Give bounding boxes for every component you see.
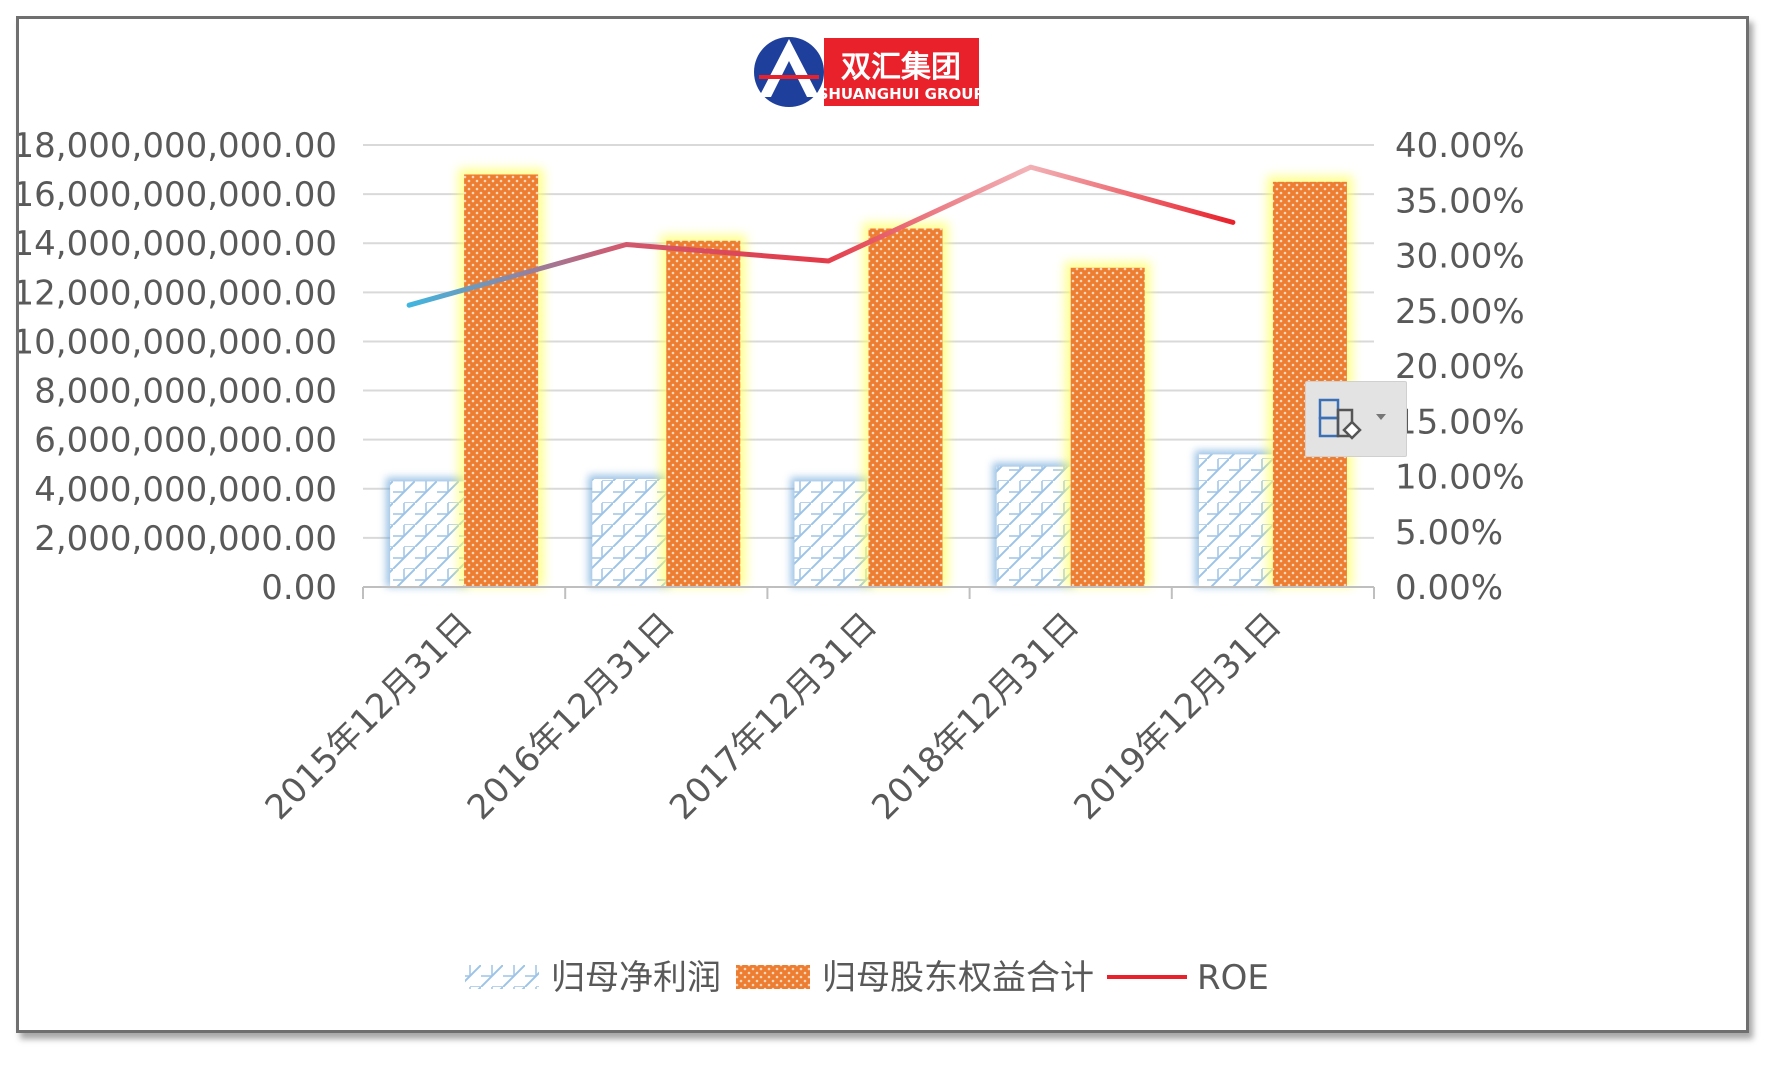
right-axis-tick-label: 0.00% xyxy=(1395,568,1503,608)
roe-line-series xyxy=(406,164,1236,308)
chevron-down-icon xyxy=(1376,414,1386,420)
right-axis-tick-label: 25.00% xyxy=(1395,292,1525,332)
right-axis-tick-label: 10.00% xyxy=(1395,458,1525,498)
category-axis: 2015年12月31日2016年12月31日2017年12月31日2018年12… xyxy=(258,586,1375,828)
bar-net-profit[interactable] xyxy=(390,481,465,587)
shuanghui-logo: 双汇集团 SHUANGHUI GROUP xyxy=(754,37,984,107)
legend-label-net-profit: 归母净利润 xyxy=(551,958,721,998)
legend-label-equity: 归母股东权益合计 xyxy=(822,958,1094,998)
right-axis-tick-label: 15.00% xyxy=(1395,402,1525,442)
bar-net-profit[interactable] xyxy=(794,481,869,587)
legend-swatch-equity xyxy=(736,965,810,989)
chart-layout-icon xyxy=(1318,398,1362,440)
left-axis-tick-label: 4,000,000,000.00 xyxy=(34,470,337,510)
category-tick-label: 2017年12月31日 xyxy=(662,605,885,828)
right-axis-tick-label: 30.00% xyxy=(1395,237,1525,277)
left-axis-tick-label: 12,000,000,000.00 xyxy=(19,273,337,313)
logo-banner xyxy=(824,38,979,106)
legend: 归母净利润 归母股东权益合计 ROE xyxy=(465,958,1269,998)
left-axis-tick-label: 14,000,000,000.00 xyxy=(19,224,337,264)
left-axis-tick-label: 8,000,000,000.00 xyxy=(34,372,337,412)
left-axis-tick-label: 18,000,000,000.00 xyxy=(19,126,337,166)
left-axis-tick-label: 16,000,000,000.00 xyxy=(19,175,337,215)
category-tick-label: 2016年12月31日 xyxy=(460,605,683,828)
right-axis-tick-label: 35.00% xyxy=(1395,181,1525,221)
chart-area[interactable]: 双汇集团 SHUANGHUI GROUP 0.00 2,000,000,000.0… xyxy=(16,16,1749,1033)
chart-format-button[interactable] xyxy=(1305,381,1407,457)
bar-equity[interactable] xyxy=(666,240,741,587)
left-axis-tick-label: 2,000,000,000.00 xyxy=(34,519,337,559)
logo-name-en: SHUANGHUI GROUP xyxy=(818,85,985,103)
left-axis-tick-label: 6,000,000,000.00 xyxy=(34,421,337,461)
bar-net-profit[interactable] xyxy=(1198,454,1273,587)
legend-swatch-net-profit xyxy=(465,965,539,989)
bar-series xyxy=(386,168,1353,588)
right-axis-tick-label: 20.00% xyxy=(1395,347,1525,387)
category-tick-label: 2018年12月31日 xyxy=(864,605,1087,828)
bar-equity[interactable] xyxy=(464,174,539,587)
category-tick-label: 2015年12月31日 xyxy=(258,605,481,828)
chart-canvas: 双汇集团 SHUANGHUI GROUP 0.00 2,000,000,000.0… xyxy=(19,37,1525,998)
bar-equity[interactable] xyxy=(1070,267,1145,587)
left-axis: 0.00 2,000,000,000.00 4,000,000,000.00 6,00… xyxy=(19,126,337,608)
category-tick-label: 2019年12月31日 xyxy=(1066,605,1289,828)
left-axis-tick-label: 0.00 xyxy=(261,568,337,608)
right-axis: 0.00% 5.00% 10.00% 15.00% 20.00% 25.00% 30.00%… xyxy=(1395,126,1525,608)
right-axis-tick-label: 5.00% xyxy=(1395,513,1503,553)
logo-name-cn: 双汇集团 xyxy=(841,50,961,85)
bar-net-profit[interactable] xyxy=(592,478,667,587)
logo-emblem-mark xyxy=(759,39,819,97)
right-axis-tick-label: 40.00% xyxy=(1395,126,1525,166)
left-axis-tick-label: 10,000,000,000.00 xyxy=(19,322,337,362)
bar-equity[interactable] xyxy=(868,228,943,587)
legend-label-roe: ROE xyxy=(1197,958,1269,998)
bar-net-profit[interactable] xyxy=(996,466,1071,587)
